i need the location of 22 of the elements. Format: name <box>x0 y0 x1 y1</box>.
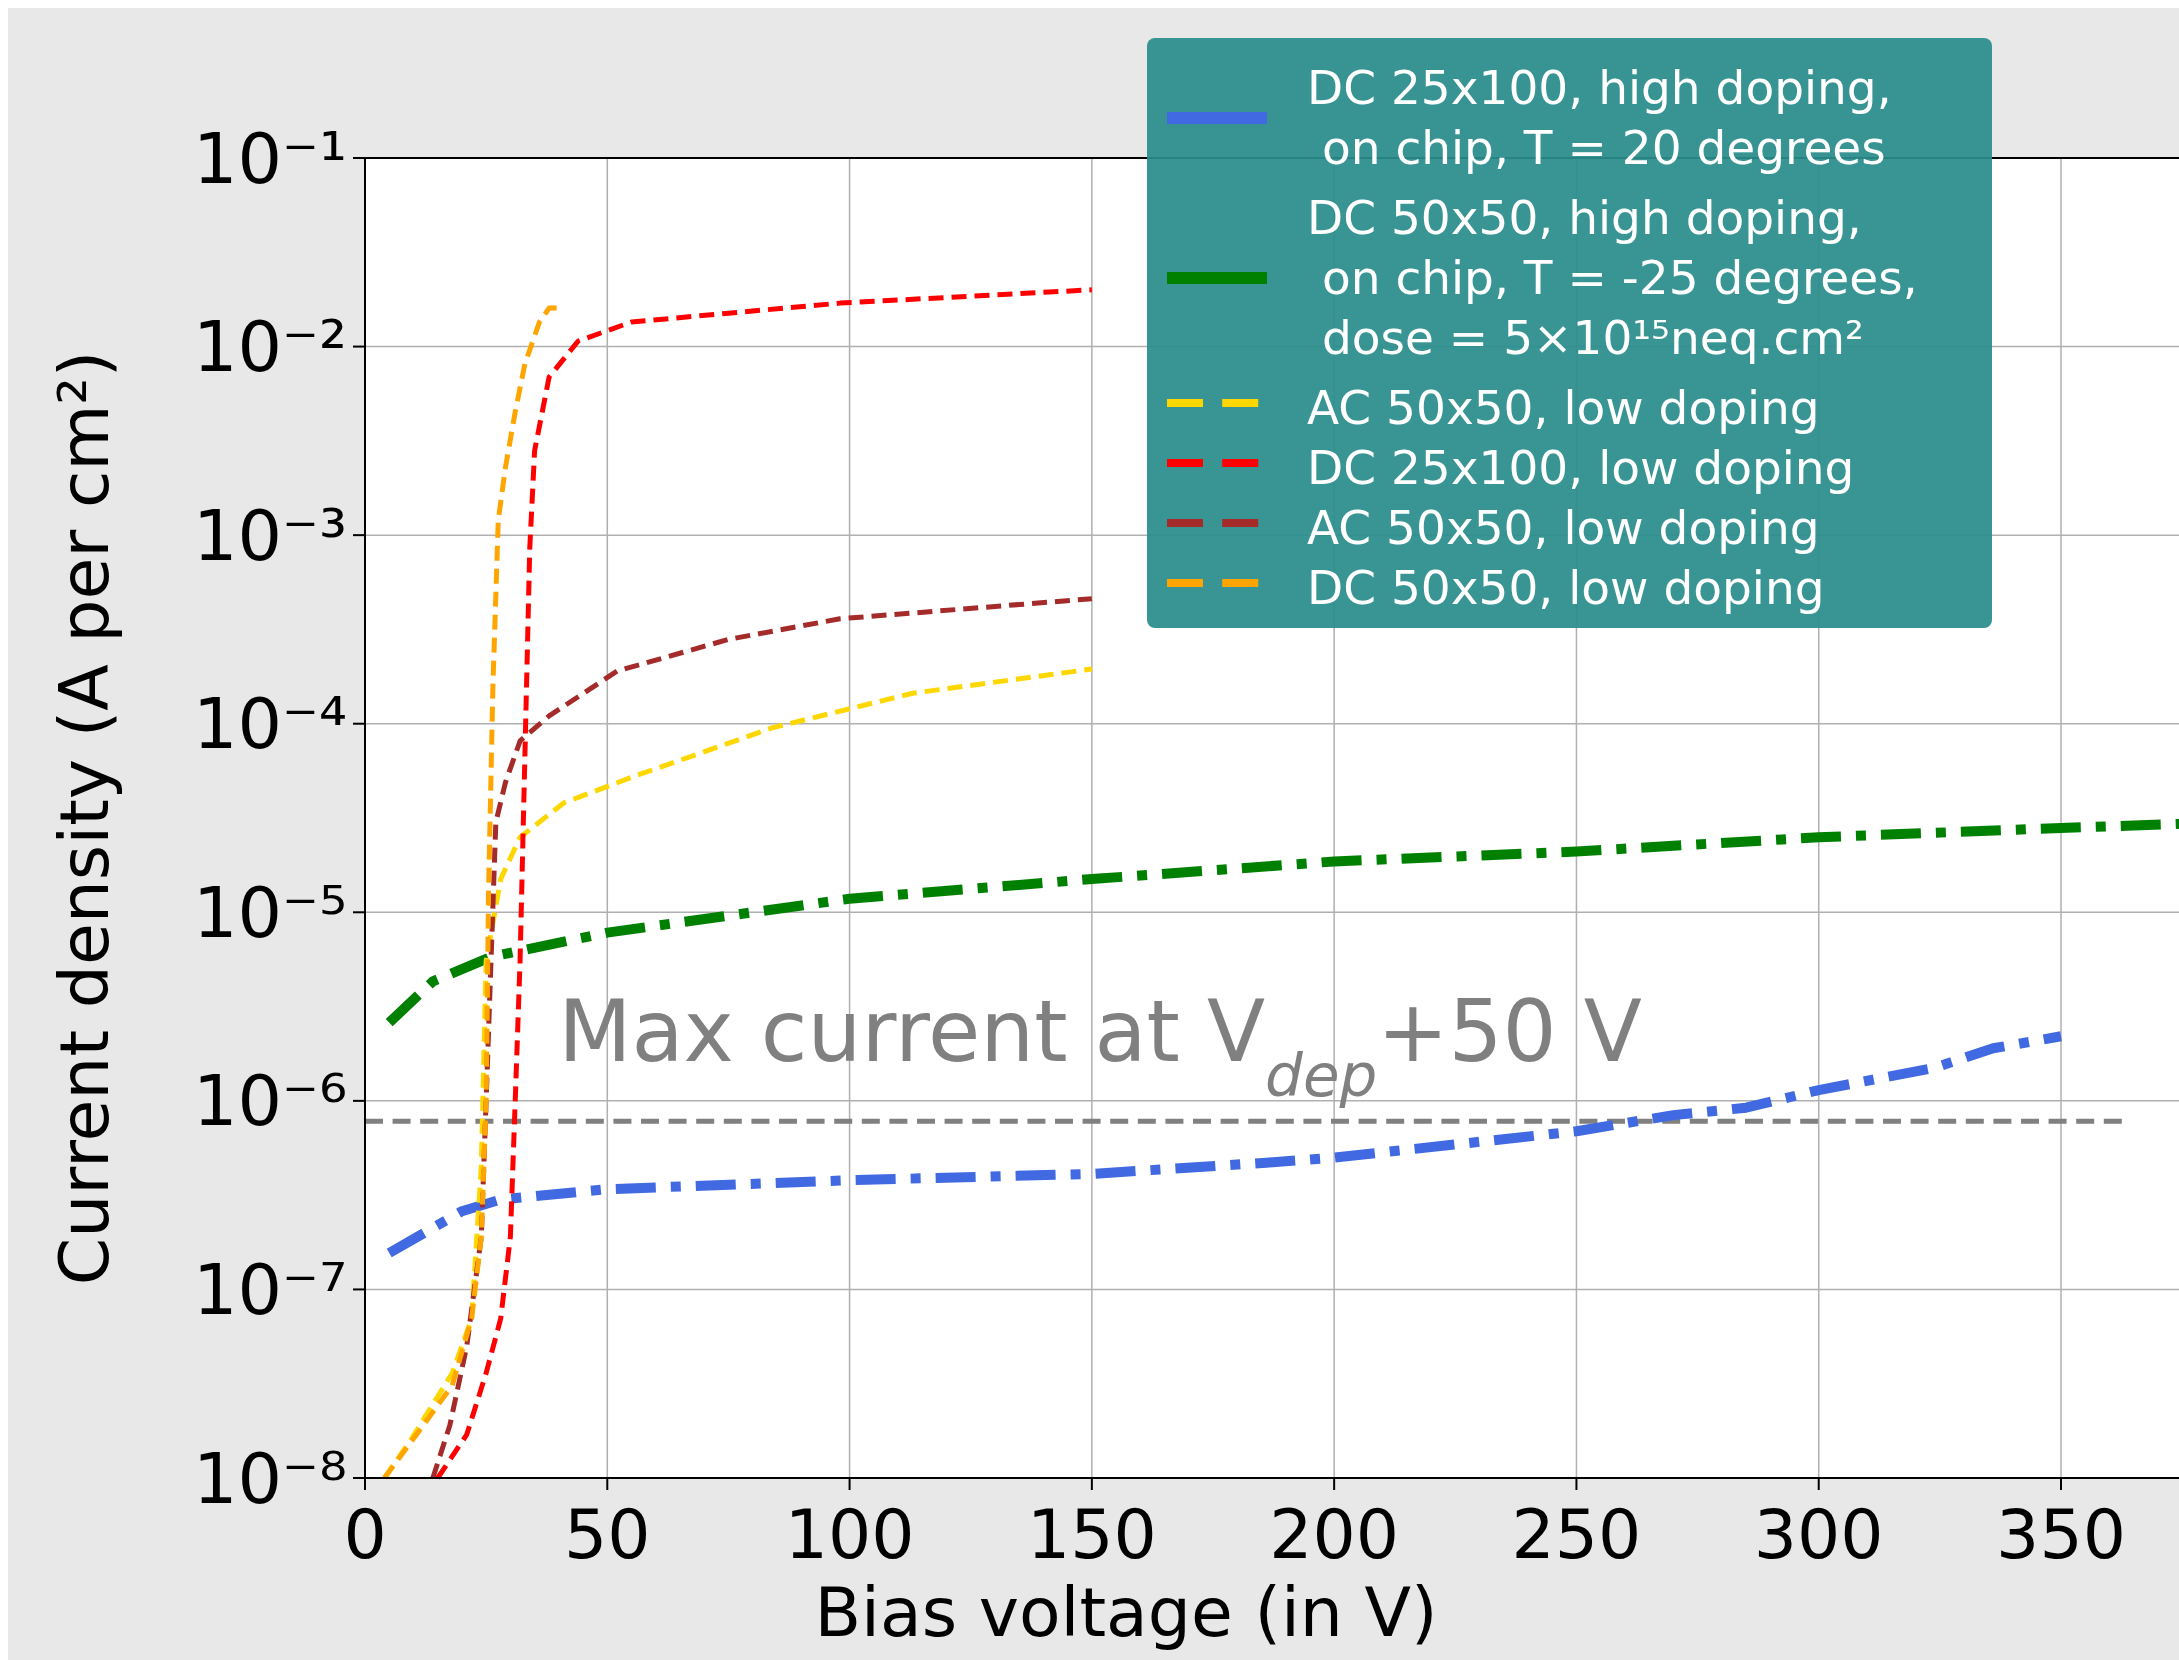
x-axis-title: Bias voltage (in V) <box>814 1573 1438 1652</box>
y-tick-label: 10⁻⁶ <box>192 1060 347 1143</box>
legend-label: DC 25x100, high doping, on chip, T = 20 degrees <box>1307 60 1892 176</box>
y-tick-label: 10⁻¹ <box>192 117 347 200</box>
legend-label: AC 50x50, low doping <box>1307 380 1820 436</box>
y-axis-title: Current density (A per cm²) <box>45 350 124 1286</box>
y-tick-label: 10⁻⁷ <box>192 1248 347 1331</box>
legend-label: DC 50x50, high doping, on chip, T = -25 degrees, dose = 5×10¹⁵neq.cm² <box>1307 190 1918 366</box>
y-tick-label: 10⁻² <box>192 306 347 389</box>
legend-label: DC 50x50, low doping <box>1307 560 1825 616</box>
x-tick-label: 150 <box>1026 1495 1157 1574</box>
y-tick-label: 10⁻⁴ <box>192 683 347 766</box>
x-tick-label: 100 <box>784 1495 915 1574</box>
x-tick-label: 300 <box>1753 1495 1884 1574</box>
legend-label: AC 50x50, low doping <box>1307 500 1820 556</box>
legend-label: DC 25x100, low doping <box>1307 440 1855 496</box>
y-tick-label: 10⁻³ <box>192 494 347 577</box>
x-tick-label: 350 <box>1996 1495 2126 1574</box>
x-tick-label: 200 <box>1269 1495 1400 1574</box>
x-tick-label: 50 <box>564 1495 651 1574</box>
x-tick-label: 250 <box>1511 1495 1642 1574</box>
y-tick-label: 10⁻⁵ <box>192 871 347 954</box>
